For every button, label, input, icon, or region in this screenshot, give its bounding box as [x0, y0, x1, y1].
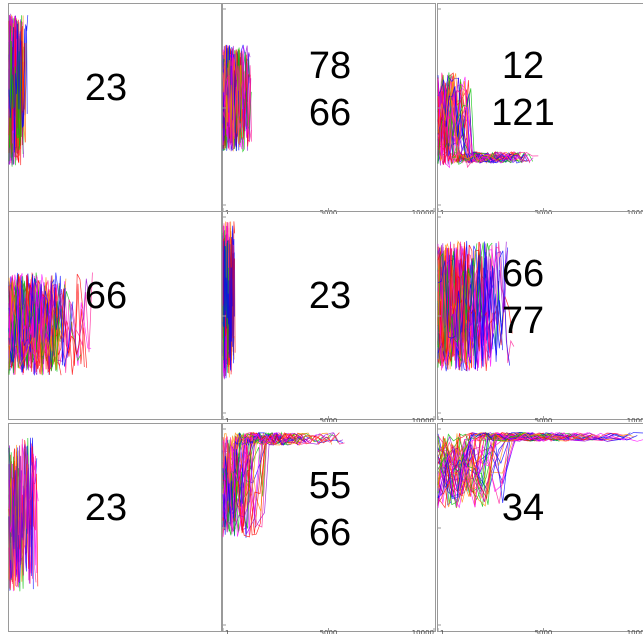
series-line: [8, 438, 36, 589]
series-line: [222, 46, 249, 138]
series-line: [437, 432, 534, 499]
panel-number-label: 12: [501, 45, 545, 87]
panel-plot-r3c2: 1501001500010000: [222, 423, 436, 634]
panel-r1c1: 23: [8, 3, 222, 214]
series-line: [222, 47, 252, 151]
x-tick-label: 1: [225, 629, 229, 634]
series-line: [437, 432, 496, 504]
x-tick-label: 10000: [412, 629, 434, 634]
series-line: [222, 225, 235, 371]
series-line: [222, 433, 345, 537]
x-tick-label: 5000: [320, 629, 338, 634]
x-tick-label: 1: [225, 417, 229, 422]
x-tick-label: 5000: [535, 417, 553, 422]
series-group: [222, 44, 252, 153]
series-line: [8, 280, 64, 370]
panel-number-label: 55: [308, 465, 352, 507]
panel-number-label: 23: [84, 487, 128, 529]
panel-number-label: 66: [308, 512, 352, 554]
series-line: [222, 432, 306, 522]
x-tick-label: 10000: [412, 417, 434, 422]
x-tick-label: 1: [440, 629, 444, 634]
series-line: [437, 432, 582, 509]
x-tick-label: 10000: [627, 417, 643, 422]
panel-r3c1: 23: [8, 423, 222, 634]
series-line: [437, 432, 589, 495]
panel-number-label: 66: [501, 253, 545, 295]
panel-plot-r2c2: 1501001500010000: [222, 211, 436, 422]
panel-number-label: 23: [308, 275, 352, 317]
panel-r2c3: 15010015000100006677: [437, 211, 643, 422]
series-line: [222, 432, 309, 532]
series-line: [8, 274, 52, 370]
x-tick-label: 5000: [535, 629, 553, 634]
panel-number-label: 23: [84, 67, 128, 109]
series-group: [222, 431, 345, 538]
panel-number-label: 121: [491, 92, 555, 134]
series-group: [437, 431, 643, 509]
panel-number-label: 78: [308, 45, 352, 87]
panel-r1c3: 150100150001000012 121: [437, 3, 643, 214]
series-group: [437, 72, 539, 169]
panel-number-label: 34: [501, 487, 545, 529]
series-line: [437, 435, 619, 505]
panel-plot-r3c1: [8, 423, 222, 632]
x-tick-label: 5000: [320, 417, 338, 422]
panel-r1c2: 150100150001000078 66: [222, 3, 436, 214]
series-line: [8, 276, 60, 375]
series-line: [437, 240, 479, 370]
x-tick-label: 10000: [627, 629, 643, 634]
panel-plot-r2c1: [8, 211, 222, 420]
series-group: [8, 437, 39, 592]
series-line: [8, 32, 23, 158]
series-group: [8, 13, 29, 167]
series-line: [222, 44, 242, 144]
panel-r3c3: 150100150001000034: [437, 423, 643, 634]
panel-number-label: 66: [84, 275, 128, 317]
panel-r2c2: 150100150001000023: [222, 211, 436, 422]
series-line: [437, 86, 521, 163]
series-line: [222, 433, 257, 525]
panel-plot-r1c3: 1501001500010000: [437, 3, 643, 214]
series-line: [222, 433, 315, 531]
panel-r2c1: 66: [8, 211, 222, 422]
x-tick-label: 1: [440, 417, 444, 422]
series-line: [222, 240, 229, 373]
panel-plot-r1c2: 1501001500010000: [222, 3, 436, 214]
panel-r3c2: 15010015000100005566: [222, 423, 436, 634]
series-group: [8, 272, 93, 376]
panel-number-label: 66: [308, 92, 352, 134]
series-line: [8, 15, 29, 153]
series-line: [8, 26, 25, 166]
series-line: [437, 256, 471, 364]
panel-plot-r2c3: 1501001500010000: [437, 211, 643, 422]
panel-plot-r3c3: 1501001500010000: [437, 423, 643, 634]
panel-frame: [8, 211, 222, 420]
series-line: [437, 89, 497, 162]
series-line: [222, 432, 256, 484]
series-group: [222, 221, 236, 380]
series-line: [437, 78, 534, 164]
series-line: [437, 250, 511, 370]
series-line: [437, 78, 465, 164]
panel-number-label: 77: [501, 300, 545, 342]
series-group: [437, 240, 515, 372]
panel-frame: [8, 423, 222, 632]
series-line: [8, 444, 34, 588]
series-line: [437, 246, 471, 364]
series-line: [222, 57, 252, 145]
series-line: [222, 432, 333, 514]
panel-plot-r1c1: [8, 3, 222, 212]
